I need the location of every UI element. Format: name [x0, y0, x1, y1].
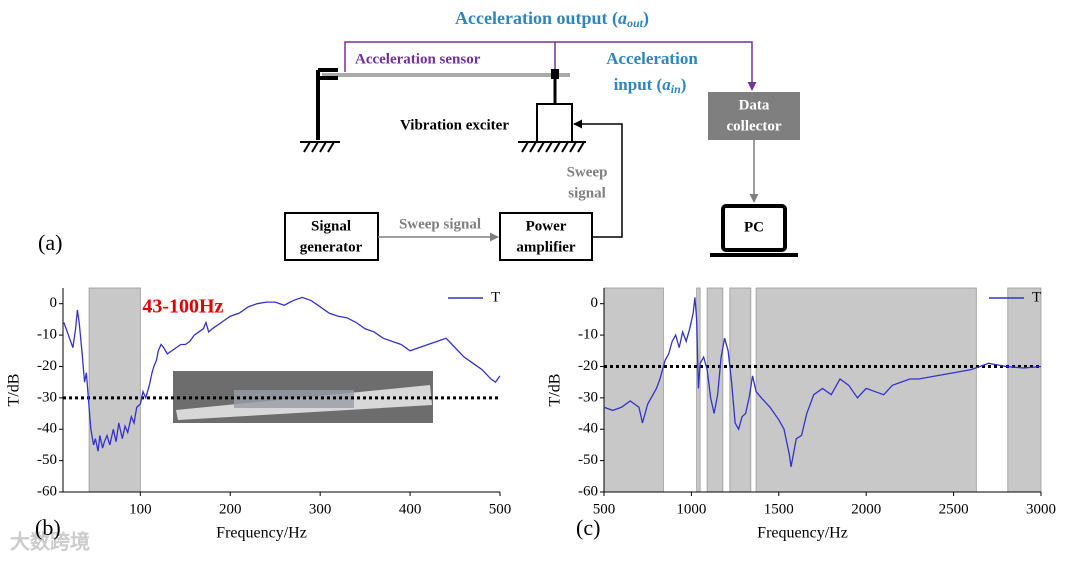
- collector: [708, 92, 800, 140]
- y-tick-label: -60: [37, 483, 57, 499]
- generator-label: generator: [300, 239, 363, 255]
- x-tick-label: 2500: [939, 501, 969, 517]
- band: [729, 287, 752, 493]
- output-wire: [344, 41, 757, 91]
- y-tick-label: 0: [591, 295, 599, 311]
- x-tick-label: 500: [489, 501, 512, 517]
- input-label: Acceleration: [606, 49, 698, 68]
- panel-label: (c): [576, 515, 600, 540]
- ground: [300, 141, 340, 153]
- y-tick-label: -20: [37, 358, 57, 374]
- band: [88, 287, 141, 493]
- annotation: 43-100Hz: [142, 296, 223, 318]
- x-tick-label: 500: [593, 501, 616, 517]
- sensor-label: Acceleration sensor: [355, 51, 481, 67]
- x-tick-label: 200: [219, 501, 242, 517]
- sweep-label: signal: [568, 185, 606, 201]
- exciter-label: Vibration exciter: [400, 117, 509, 133]
- y-tick-label: -40: [37, 421, 57, 437]
- panel-label: (a): [38, 230, 62, 255]
- collector-label: collector: [727, 118, 782, 134]
- generator-label: Signal: [311, 218, 351, 234]
- band: [1007, 287, 1042, 493]
- sweep-label: Sweep: [567, 164, 608, 180]
- x-axis-label: Frequency/Hz: [216, 525, 307, 542]
- exciter: [536, 103, 573, 143]
- diagram: Acceleration output (aout) Acceleration …: [38, 8, 800, 261]
- y-tick-label: -40: [578, 421, 598, 437]
- x-tick-label: 1500: [764, 501, 794, 517]
- band: [755, 287, 977, 493]
- pc-label: PC: [744, 219, 764, 235]
- y-tick-label: -20: [578, 358, 598, 374]
- amplifier-label: Power: [526, 218, 567, 234]
- y-tick-label: -50: [578, 452, 598, 468]
- output-label: Acceleration output (aout): [455, 8, 649, 30]
- y-tick-label: -30: [37, 389, 57, 405]
- y-tick-label: -10: [37, 327, 57, 343]
- sensor: [551, 69, 559, 79]
- laptop: [721, 204, 787, 252]
- generator: [284, 212, 379, 261]
- collector-label: Data: [739, 97, 770, 113]
- y-axis-label: T/dB: [6, 374, 23, 407]
- y-tick-label: -30: [578, 389, 598, 405]
- sweep-label: Sweep signal: [399, 216, 481, 232]
- series-line: [603, 297, 1042, 468]
- legend-label: T: [491, 289, 500, 305]
- y-axis-label: T/dB: [547, 374, 564, 407]
- arrow: [573, 119, 623, 238]
- x-tick-label: 1000: [676, 501, 706, 517]
- panel-label: (b): [35, 515, 61, 540]
- x-axis-label: Frequency/Hz: [757, 525, 848, 542]
- legend-label: T: [1032, 289, 1041, 305]
- y-tick-label: -10: [578, 327, 598, 343]
- y-tick-label: 0: [50, 295, 58, 311]
- input-label: input (ain): [614, 75, 687, 96]
- watermark: 大数跨境: [10, 530, 90, 554]
- y-tick-label: -50: [37, 452, 57, 468]
- series-line: [63, 296, 501, 452]
- clamp: [316, 68, 338, 140]
- ground: [518, 141, 586, 153]
- x-tick-label: 3000: [1026, 501, 1056, 517]
- x-tick-label: 400: [399, 501, 422, 517]
- x-tick-label: 100: [129, 501, 152, 517]
- amplifier-label: amplifier: [516, 239, 575, 255]
- x-tick-label: 300: [309, 501, 332, 517]
- x-tick-label: 2000: [851, 501, 881, 517]
- y-tick-label: -60: [578, 483, 598, 499]
- amplifier: [499, 212, 593, 261]
- band: [603, 287, 664, 493]
